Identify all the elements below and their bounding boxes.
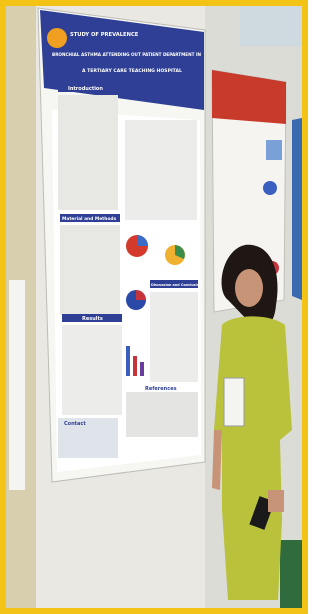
pie-chart <box>263 181 277 195</box>
far-poster <box>292 118 302 300</box>
title-line: BRONCHIAL ASTHMA ATTENDING OUT PATIENT D… <box>52 52 202 57</box>
photo: STUDY OF PREVALENCE BRONCHIAL ASTHMA ATT… <box>0 0 308 614</box>
logo <box>47 28 67 48</box>
left-paper <box>9 280 25 490</box>
id-badge <box>224 378 244 426</box>
section-heading: Introduction <box>68 86 103 92</box>
text-block <box>62 325 122 415</box>
title-line: STUDY OF PREVALENCE <box>70 32 139 38</box>
face <box>235 269 263 307</box>
section-heading: Results <box>82 316 103 322</box>
text-block <box>60 225 120 315</box>
table-block <box>125 120 197 220</box>
text-block <box>58 95 118 210</box>
chart <box>266 140 282 160</box>
section-heading: References <box>145 386 177 392</box>
bar <box>126 346 130 376</box>
floor-green <box>280 540 302 608</box>
bar <box>133 356 137 376</box>
section-heading: Material and Methods <box>62 216 117 222</box>
section-heading: Discussion and Conclusion <box>151 283 202 287</box>
title-line: A TERTIARY CARE TEACHING HOSPITAL <box>82 68 182 74</box>
ref-block <box>126 392 198 437</box>
section-heading: Contact <box>64 421 86 427</box>
text-block <box>150 292 198 382</box>
ceiling <box>240 6 302 46</box>
hand <box>268 490 284 512</box>
bar <box>140 362 144 376</box>
